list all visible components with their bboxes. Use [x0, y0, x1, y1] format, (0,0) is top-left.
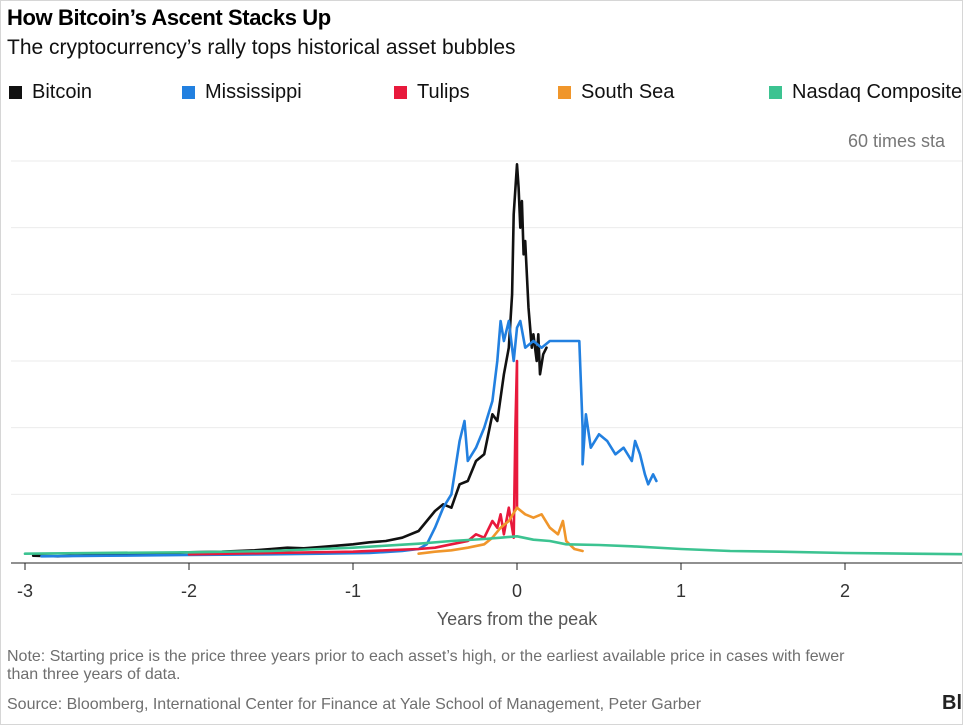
x-tick-label: -3 [17, 581, 33, 601]
legend-label-tulips: Tulips [417, 81, 470, 103]
legend-item-mississippi: Mississippi [182, 81, 302, 104]
chart-note: Note: Starting price is the price three … [7, 648, 845, 683]
legend-swatch-nasdaq [769, 86, 782, 99]
x-tick-label: -2 [181, 581, 197, 601]
legend-label-mississippi: Mississippi [205, 81, 302, 103]
legend-swatch-bitcoin [9, 86, 22, 99]
x-tick-label: -1 [345, 581, 361, 601]
chart-subtitle: The cryptocurrency’s rally tops historic… [7, 36, 516, 59]
series-line-bitcoin [31, 163, 548, 558]
y-annotation: 60 times sta [848, 131, 946, 151]
chart-title: How Bitcoin’s Ascent Stacks Up [7, 5, 331, 30]
legend-item-bitcoin: Bitcoin [9, 81, 92, 104]
brand-logo: Bl [942, 692, 962, 714]
x-tick-label: 0 [512, 581, 522, 601]
x-tick-label: 1 [676, 581, 686, 601]
legend-label-south-sea: South Sea [581, 81, 675, 103]
legend-label-nasdaq: Nasdaq Composite [792, 81, 963, 103]
legend: Bitcoin Mississippi Tulips South Sea Nas… [1, 81, 962, 107]
legend-swatch-mississippi [182, 86, 195, 99]
legend-item-south-sea: South Sea [558, 81, 674, 104]
x-tick-label: 2 [840, 581, 850, 601]
x-axis-title: Years from the peak [437, 609, 598, 629]
legend-item-nasdaq: Nasdaq Composite [769, 81, 962, 104]
series-line-south-sea [417, 506, 584, 555]
legend-swatch-south-sea [558, 86, 571, 99]
legend-item-tulips: Tulips [394, 81, 470, 104]
chart-source: Source: Bloomberg, International Center … [7, 696, 702, 713]
series-line-mississippi [40, 319, 658, 558]
series-line-nasdaq-composite [23, 535, 962, 556]
legend-swatch-tulips [394, 86, 407, 99]
legend-label-bitcoin: Bitcoin [32, 81, 93, 103]
